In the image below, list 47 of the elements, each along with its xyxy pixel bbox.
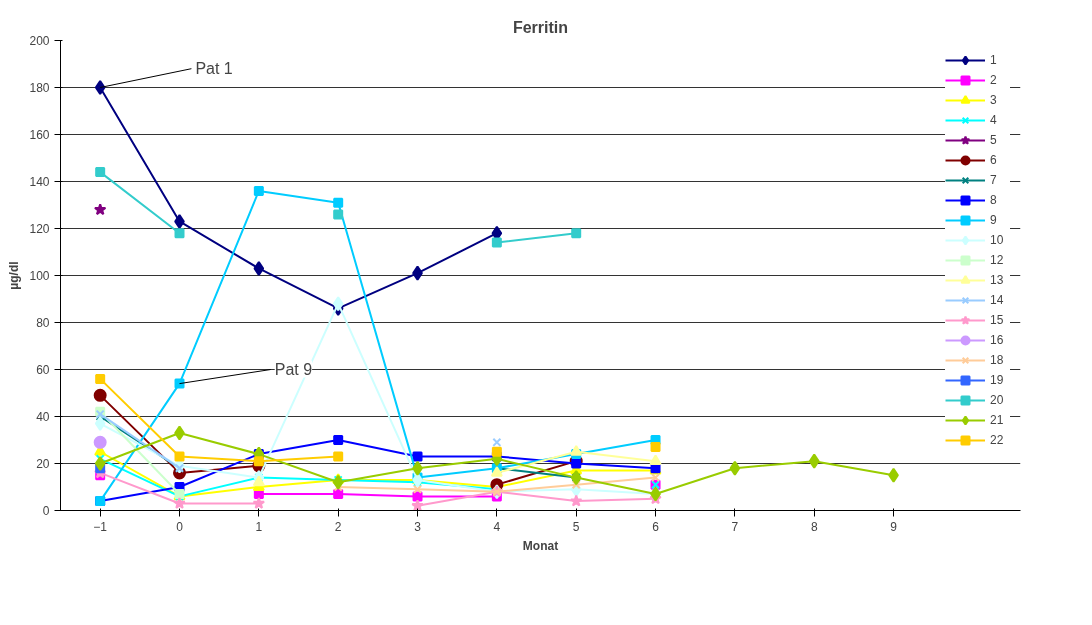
annotation: Pat 1 [195, 59, 233, 77]
y-tick-label: 200 [29, 34, 50, 48]
x-tick-label: 7 [731, 519, 739, 534]
x-tick-label: 5 [572, 519, 580, 534]
y-tick-label: 120 [29, 222, 50, 236]
legend-label: 10 [990, 233, 1005, 247]
x-tick-label: 3 [414, 519, 422, 534]
y-tick-label: 180 [29, 81, 50, 95]
y-tick-label: 100 [29, 269, 50, 283]
legend-label: 5 [990, 133, 998, 147]
y-tick-label: 140 [29, 175, 50, 189]
y-tick-label: 80 [36, 316, 50, 330]
legend-label: 16 [990, 333, 1005, 347]
legend-label: 2 [990, 73, 998, 87]
y-axis-title: µg/dl [7, 261, 22, 290]
legend-label: 18 [990, 353, 1005, 367]
x-axis-title: Monat [522, 538, 559, 553]
x-tick-label: 9 [890, 519, 898, 534]
x-tick-label: 4 [493, 519, 501, 534]
legend-label: 4 [990, 113, 998, 127]
y-tick-label: 60 [36, 363, 50, 377]
y-tick-label: 0 [42, 504, 50, 518]
legend-label: 9 [990, 213, 998, 227]
legend-label: 6 [990, 153, 998, 167]
legend-label: 8 [990, 193, 998, 207]
chart-title: Ferritin [512, 18, 569, 36]
x-tick-label: 8 [810, 519, 818, 534]
legend-label: 7 [990, 173, 998, 187]
legend-label: 19 [990, 373, 1005, 387]
legend-label: 22 [990, 433, 1005, 447]
annotation: Pat 9 [274, 360, 313, 378]
legend-label: 14 [990, 293, 1005, 307]
legend-label: 12 [990, 253, 1005, 267]
y-tick-label: 40 [36, 410, 50, 424]
x-tick-label: 1 [255, 519, 263, 534]
legend-label: 15 [990, 313, 1005, 327]
legend-label: 13 [990, 273, 1005, 287]
x-tick-label: 0 [176, 519, 184, 534]
x-tick-label: 2 [334, 519, 342, 534]
x-tick-label: −1 [93, 519, 108, 534]
x-tick-label: 6 [652, 519, 660, 534]
legend-label: 21 [990, 413, 1005, 427]
legend-label: 1 [990, 53, 998, 67]
y-tick-label: 20 [36, 457, 50, 471]
y-tick-label: 160 [29, 128, 50, 142]
legend-label: 20 [990, 393, 1005, 407]
legend-label: 3 [990, 93, 998, 107]
